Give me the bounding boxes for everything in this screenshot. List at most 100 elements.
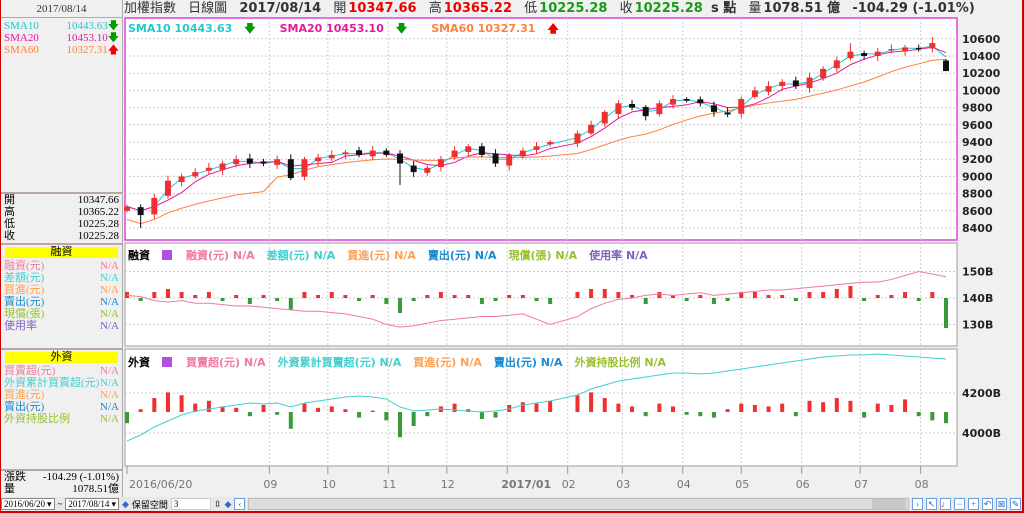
candle-body [724, 112, 731, 115]
foreign-bar [179, 395, 184, 412]
margin-bar [916, 298, 921, 301]
candle-body [533, 146, 540, 150]
foreign-item-label: 賣出(元) [4, 401, 45, 413]
margin-bar [711, 298, 716, 304]
margin-bar [834, 289, 839, 298]
foreign-item: 買進(元) N/A [1, 389, 122, 401]
foreign-item-value: N/A [100, 389, 119, 401]
foreign-legend-item: 外資持股比例 N/A [574, 356, 667, 369]
ohlc-value: 10225.28 [77, 230, 119, 242]
change-value: -104.29 (-1.01%) [852, 1, 975, 16]
margin-bar [780, 295, 785, 298]
table-icon[interactable] [162, 250, 172, 260]
draw-icon[interactable]: ♩ [940, 498, 951, 510]
candle-body [287, 159, 294, 179]
candle-body [861, 53, 868, 56]
margin-item-label: 融資(元) [4, 260, 45, 272]
margin-bar [944, 298, 948, 328]
candle-body [656, 103, 663, 115]
chart-area[interactable]: 2016/06/20 09 10 11 12 2017/01 02 03 04 05 06 07 08 8… [0, 0, 1024, 497]
margin-bar [548, 298, 553, 304]
margin-bar [903, 292, 908, 298]
margin-section-title: 融資 [5, 247, 118, 258]
margin-bar [466, 295, 471, 298]
start-date-picker[interactable]: 2016/06/20 ▾ [1, 498, 55, 510]
margin-item: 現償(張) N/A [1, 308, 122, 320]
scroll-right-button[interactable]: › [912, 498, 923, 510]
apply-reserve-icon[interactable]: ◆ [224, 498, 232, 509]
margin-bar [575, 292, 580, 298]
margin-legend-item: 使用率 N/A [589, 249, 648, 262]
chart-type: 日線圖 [188, 1, 228, 16]
y-tick-label: 140B [962, 292, 993, 305]
y-tick-label: 9200 [962, 153, 993, 166]
foreign-bar [875, 403, 880, 412]
sma-legend-item: SMA10 10443.63 [128, 22, 233, 35]
scrollbar-thumb[interactable] [872, 499, 906, 509]
y-tick-label: 9000 [962, 170, 993, 183]
foreign-bar [261, 405, 266, 412]
margin-bar [671, 295, 675, 298]
foreign-bar [944, 412, 948, 424]
apply-icon[interactable]: ◆ [121, 498, 129, 509]
fit-icon[interactable]: ⊠ [996, 498, 1007, 510]
candle-body [833, 60, 840, 69]
cursor-icon[interactable]: ↖ [926, 498, 937, 510]
pen-icon[interactable]: ✎ [1010, 498, 1021, 510]
change-label: 漲跌 [4, 471, 26, 483]
candle-body [588, 124, 595, 134]
foreign-bar [425, 412, 430, 417]
foreign-item-label: 買進(元) [4, 389, 45, 401]
candle-body [547, 142, 554, 145]
foreign-bar [206, 400, 211, 412]
table-icon[interactable] [162, 357, 172, 367]
foreign-section-title: 外資 [5, 352, 118, 363]
zoom-out-icon[interactable]: − [954, 498, 965, 510]
sma-legend-item: SMA60 10327.31 [431, 22, 536, 35]
candle-body [506, 154, 513, 166]
scroll-left-button[interactable]: ‹ [234, 498, 246, 510]
margin-bar [152, 292, 157, 298]
foreign-bar [671, 406, 675, 412]
arrow-up-icon: 🡅 [547, 22, 559, 35]
y-tick-label: 8800 [962, 188, 993, 201]
horizontal-scrollbar[interactable] [248, 498, 909, 510]
foreign-item-value: N/A [100, 401, 119, 413]
candle-body [397, 153, 403, 164]
candle-body [615, 103, 622, 114]
undo-icon[interactable]: ↶ [982, 498, 993, 510]
quote-header: 加權指數 日線圖 2017/08/14 開 10347.66 高 10365.22 … [124, 0, 1022, 18]
margin-bar [807, 292, 812, 298]
spinner-icon[interactable]: ⇳ [213, 498, 222, 509]
zoom-in-icon[interactable]: + [968, 498, 979, 510]
foreign-bar [329, 406, 334, 412]
foreign-bar [589, 392, 594, 412]
end-date-picker[interactable]: 2017/08/14 ▾ [65, 498, 119, 510]
margin-legend-item: 買進(元) N/A [347, 249, 416, 262]
foreign-bar [220, 406, 225, 412]
sma-value: 10327.31 [66, 44, 108, 56]
candle-body [492, 153, 499, 164]
margin-bar [329, 292, 334, 298]
margin-bar [316, 295, 321, 298]
margin-bar [193, 295, 198, 298]
sma-value: 10453.10 [66, 32, 108, 44]
margin-bar [398, 298, 402, 313]
end-date-value: 2017/08/14 [68, 498, 110, 509]
candle-body [164, 180, 171, 196]
close-value: 10225.28 [634, 1, 703, 16]
margin-bar [425, 295, 430, 298]
margin-bar [411, 298, 416, 301]
foreign-bar [152, 398, 157, 412]
low-value: 10225.28 [539, 1, 608, 16]
margin-bar [125, 292, 129, 298]
y-tick-label: 150B [962, 266, 993, 279]
margin-bar [507, 295, 512, 298]
candle-body [710, 105, 717, 112]
reserve-space-input[interactable]: 3 [170, 498, 211, 510]
foreign-bar [657, 403, 662, 412]
foreign-bar [916, 412, 921, 417]
margin-bar [657, 292, 662, 298]
margin-bar [739, 292, 744, 298]
candle-body [356, 150, 363, 155]
